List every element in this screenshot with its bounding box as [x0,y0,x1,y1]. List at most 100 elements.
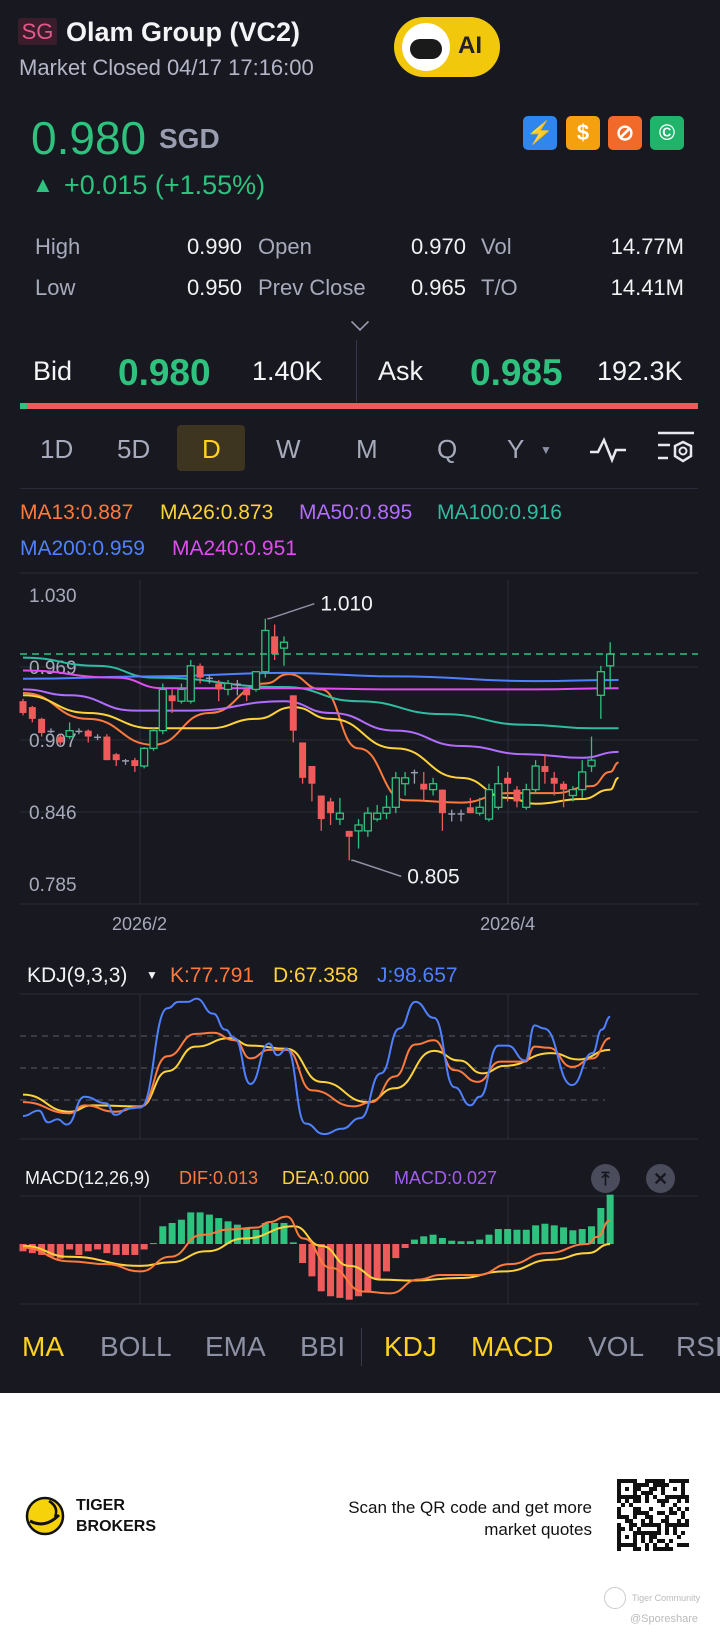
candle-body [279,641,289,649]
chart-settings-icon[interactable] [656,430,696,468]
macd-histogram-bar [355,1244,363,1297]
candle-body [522,788,531,808]
stat-value-vol: 14.77M [610,234,684,259]
candle-body [560,783,568,790]
y-tick-label: 0.846 [29,803,77,824]
ask-size: 192.3K [597,356,683,386]
indicator-divider [361,1328,362,1366]
stock-title: Olam Group (VC2) [66,17,301,47]
ai-label: AI [458,32,482,59]
x-tick-label: 2026/4 [480,914,535,934]
candle-body [149,730,158,750]
indicator-tab-ma[interactable]: MA [22,1331,64,1362]
macd-histogram-bar [233,1224,241,1244]
y-dropdown-caret-icon[interactable]: ▼ [540,443,552,457]
ma100-legend: MA100:0.916 [437,501,562,524]
candle-body [38,718,46,734]
ask-label: Ask [378,356,424,386]
chart-type-icon[interactable] [588,436,628,466]
y-tick-label: 0.785 [29,875,77,896]
stat-value-turnover: 14.41M [610,275,684,300]
indicator-tab-rsi[interactable]: RSI [676,1331,720,1362]
macd-histogram-bar [588,1226,596,1244]
macd-dif-line [22,1215,611,1295]
macd-histogram-bar [541,1223,549,1244]
macd-histogram-bar [308,1244,316,1277]
macd-histogram-bar [429,1234,437,1244]
macd-histogram-bar [466,1241,474,1244]
tab-5d[interactable]: 5D [117,434,151,464]
candle-body [400,777,410,785]
macd-histogram-bar [205,1214,213,1244]
watermark-community: Tiger Community [632,1593,701,1603]
macd-histogram-bar [513,1229,521,1244]
candle-body [550,777,558,784]
lightning-2-icon[interactable]: ⚡ [523,116,557,150]
macd-histogram-bar [196,1212,204,1244]
macd-histogram-bar [177,1219,185,1244]
ma50-legend: MA50:0.895 [299,501,413,524]
candle-body [56,736,64,743]
macd-histogram-bar [122,1244,130,1255]
candle-body [457,813,465,815]
candle-body [243,689,251,696]
stat-label-open: Open [258,234,312,259]
indicator-tab-kdj[interactable]: KDJ [384,1331,437,1362]
tiger-brokers-logo-icon [25,1496,65,1536]
tab-w[interactable]: W [276,434,301,464]
candle-body [596,671,605,696]
candle-body [466,807,474,814]
bid-label: Bid [33,356,73,386]
macd-histogram-bar [168,1222,176,1244]
ai-button[interactable]: AI [394,17,500,77]
kdj-indicator-name[interactable]: KDJ(9,3,3) [27,964,128,987]
period-selected-bg [177,425,245,471]
macd-dea-value: DEA:0.000 [282,1168,370,1188]
indicator-tab-boll[interactable]: BOLL [100,1331,172,1362]
candle-body [289,695,297,731]
candle-body [475,806,484,814]
kdj-d-value: D:67.358 [273,964,359,987]
macd-histogram-bar [140,1244,148,1250]
macd-dea-line [22,1225,611,1282]
stat-value-low: 0.950 [186,275,242,300]
indicator-tab-macd[interactable]: MACD [471,1331,554,1362]
close-panel-icon[interactable]: ✕ [646,1164,675,1193]
dollar-icon[interactable]: $ [566,116,600,150]
macd-histogram-bar [224,1221,232,1244]
kdj-k-value: K:77.791 [170,964,255,987]
candle-body [428,783,438,791]
macd-histogram-bar [94,1244,102,1250]
candle-body [410,771,418,774]
indicator-tab-ema[interactable]: EMA [205,1331,266,1362]
candle-body [168,695,176,702]
watermark-user: @Sporeshare [630,1613,699,1625]
tab-1d[interactable]: 1D [40,434,74,464]
candle-body [391,777,400,808]
brand-line2: BROKERS [76,1518,157,1535]
x-tick-label: 2026/2 [112,914,167,934]
currency: SGD [159,123,220,154]
macd-histogram-bar [597,1208,605,1244]
tab-y[interactable]: Y [507,434,525,464]
indicator-tab-bbi[interactable]: BBI [300,1331,346,1362]
ma240-legend: MA240:0.951 [172,537,297,560]
pin-top-icon[interactable]: ⤒ [591,1164,620,1193]
macd-histogram-bar [149,1243,157,1245]
market-badge: SG [18,18,57,45]
cash-hand-icon[interactable]: © [650,116,684,150]
macd-histogram-bar [66,1244,74,1250]
macd-histogram-bar [560,1227,568,1244]
kdj-dropdown-caret-icon[interactable]: ▼ [146,968,158,982]
tab-q[interactable]: Q [437,434,458,464]
tab-d[interactable]: D [202,434,221,464]
no-short-icon[interactable]: ⊘ [608,116,642,150]
candle-body [578,771,587,791]
indicator-tab-vol[interactable]: VOL [588,1331,645,1362]
macd-histogram-bar [271,1222,279,1244]
macd-histogram-bar [327,1244,335,1297]
macd-histogram-bar [550,1225,558,1244]
tab-m[interactable]: M [356,434,378,464]
tabs-divider [20,488,698,489]
